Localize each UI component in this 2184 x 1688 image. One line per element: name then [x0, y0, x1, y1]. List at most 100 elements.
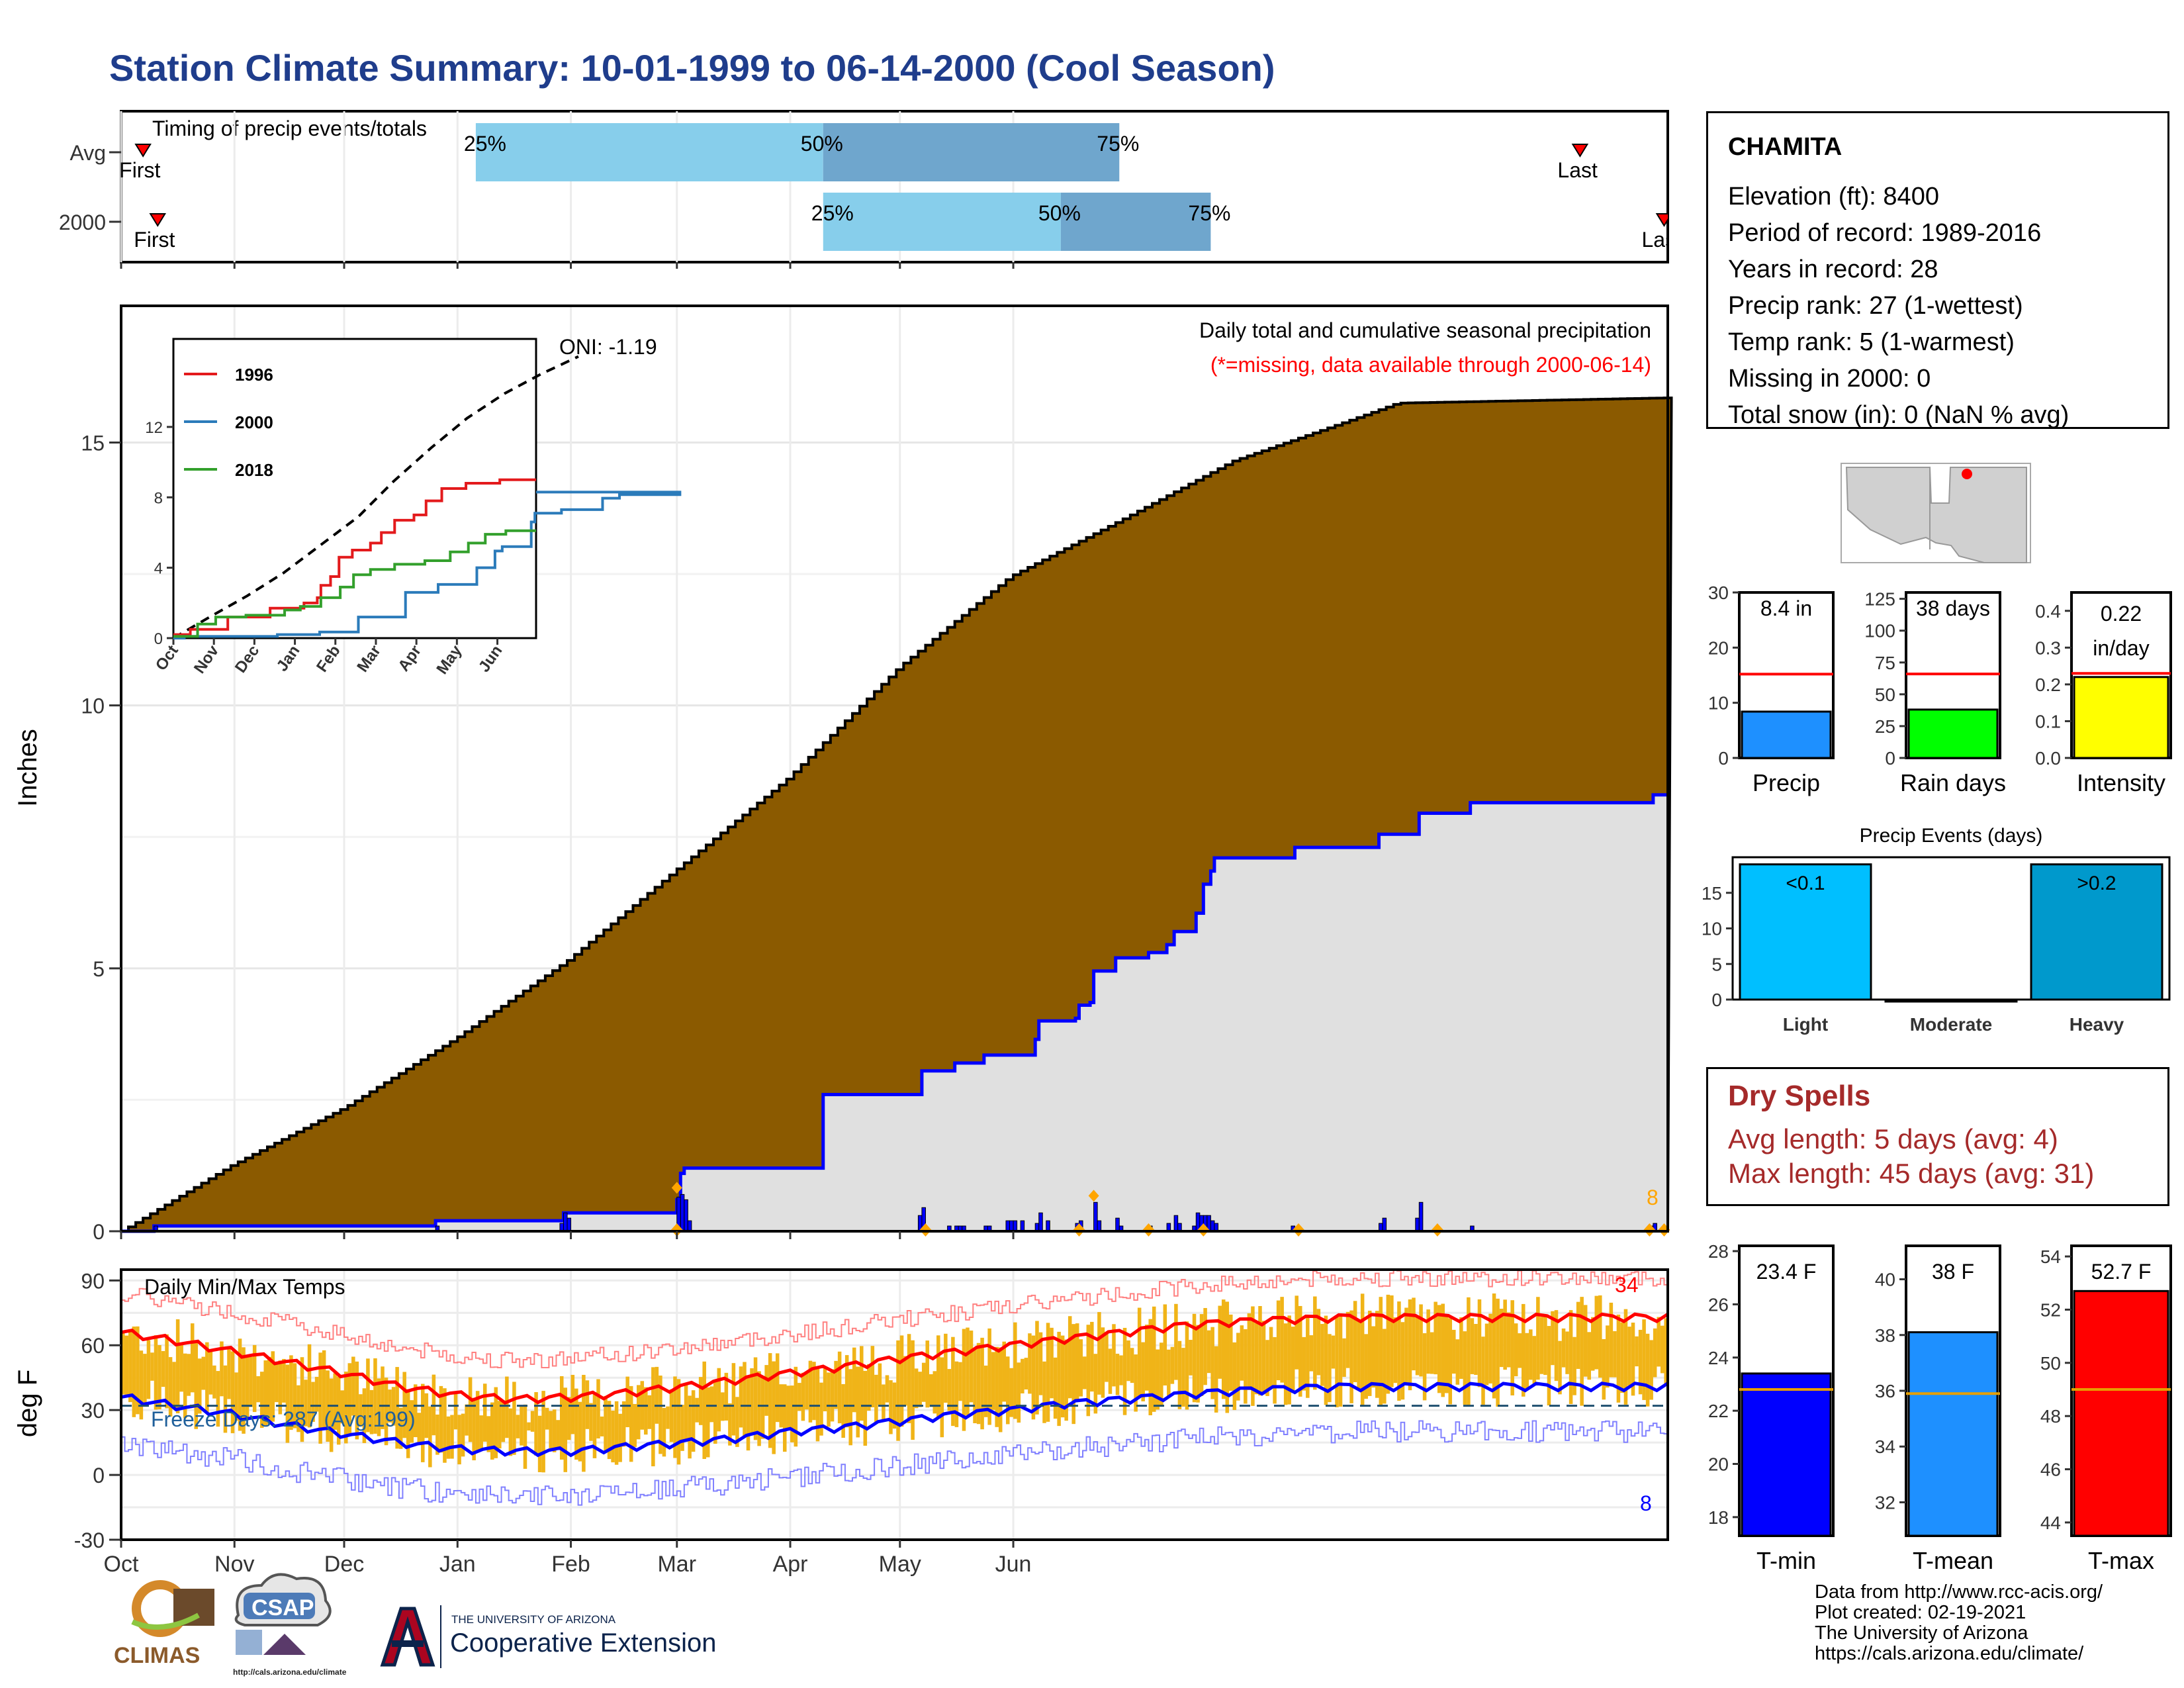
small-bar-y-tick-label: 0.0 [2035, 748, 2061, 769]
tmin-mean-line [120, 1382, 1669, 1458]
daily-temp-bar [527, 1422, 531, 1430]
temp-chart-label: Daily Min/Max Temps [144, 1275, 345, 1299]
small-bar-y-tick-label: 20 [1708, 637, 1729, 658]
daily-temp-bar [563, 1387, 568, 1472]
daily-temp-bar [369, 1389, 374, 1434]
precip-y-label: Inches [13, 729, 42, 807]
daily-temp-bar [179, 1344, 183, 1392]
daily-temp-bar [359, 1394, 363, 1427]
daily-temp-bar [651, 1367, 655, 1467]
daily-temp-bar [1638, 1329, 1643, 1395]
daily-temp-bar [870, 1346, 875, 1407]
daily-temp-bar [311, 1382, 315, 1422]
daily-temp-bar [198, 1358, 202, 1414]
daily-temp-bar [212, 1365, 216, 1399]
daily-temp-bar [1455, 1339, 1460, 1385]
daily-temp-bar [1518, 1333, 1522, 1368]
logos: CLIMAS CSAP http://cals.arizona.edu/clim… [114, 1573, 716, 1677]
small-bar-value-label: 0.22 [2101, 602, 2142, 626]
daily-temp-bar [1006, 1356, 1010, 1425]
daily-temp-bar [1316, 1309, 1321, 1376]
daily-temp-bar [227, 1348, 231, 1399]
daily-temp-bar [614, 1401, 619, 1465]
daily-temp-bar [234, 1372, 238, 1421]
daily-temp-bar [933, 1371, 937, 1414]
daily-temp-bar [245, 1354, 250, 1421]
daily-temp-bar [498, 1401, 502, 1449]
daily-temp-bar [472, 1397, 476, 1461]
daily-precip-bar [567, 1217, 572, 1232]
temp-bar-name: T-min [1756, 1547, 1816, 1574]
daily-temp-bar [753, 1357, 758, 1440]
daily-temp-bar [1426, 1309, 1430, 1374]
daily-temp-bar [486, 1416, 491, 1452]
precip-y-tick-label: 15 [81, 432, 105, 455]
daily-temp-bar [921, 1362, 926, 1402]
daily-temp-bar [1060, 1335, 1065, 1418]
daily-temp-bar [508, 1408, 513, 1456]
inset-y-tick-label: 8 [154, 489, 163, 507]
daily-temp-bar [998, 1347, 1003, 1432]
daily-precip-bar [1093, 1201, 1098, 1232]
daily-temp-bar [1148, 1319, 1152, 1416]
temp-x-tick-label: Jun [995, 1552, 1032, 1577]
daily-temp-bar [666, 1406, 670, 1429]
hot-days-count: 34 [1615, 1273, 1639, 1297]
daily-temp-bar [1525, 1333, 1529, 1389]
small-bar-y-tick-label: 10 [1708, 693, 1729, 714]
daily-temp-bar [1280, 1297, 1284, 1383]
daily-temp-bar [344, 1372, 348, 1444]
daily-temp-bar [907, 1334, 911, 1423]
daily-temp-bar [860, 1346, 864, 1421]
temp-x-tick-label: Feb [551, 1552, 590, 1577]
daily-temp-bar [1477, 1299, 1482, 1387]
daily-temp-bar [991, 1352, 995, 1410]
daily-temp-bar [1042, 1361, 1046, 1423]
daily-temp-bar [1017, 1362, 1021, 1423]
credit-plot-created: Plot created: 02-19-2021 [1815, 1602, 2026, 1623]
temp-bar-value-label: 23.4 F [1756, 1260, 1817, 1284]
daily-temp-bar [739, 1366, 743, 1428]
precip-chart-subtitle: (*=missing, data available through 2000-… [1210, 353, 1651, 377]
daily-temp-bar [190, 1323, 195, 1393]
daily-temp-bar [1623, 1309, 1628, 1405]
daily-temp-bar [607, 1401, 612, 1460]
daily-temp-bar [837, 1351, 842, 1424]
daily-temp-bar [1105, 1331, 1109, 1382]
small-bar-y-tick-label: 30 [1708, 583, 1729, 603]
daily-temp-bar [1196, 1325, 1200, 1403]
daily-temp-bar [1488, 1313, 1492, 1383]
temp-bar-y-tick-label: 54 [2040, 1246, 2061, 1267]
daily-temp-bar [600, 1416, 604, 1436]
inset-series-line [173, 529, 536, 638]
daily-temp-bar [1185, 1321, 1189, 1410]
daily-temp-bar [520, 1406, 523, 1446]
daily-temp-bar [1547, 1326, 1551, 1406]
daily-temp-bar [1474, 1324, 1478, 1376]
daily-temp-bar [1653, 1328, 1657, 1378]
daily-temp-bar [1024, 1358, 1028, 1390]
temp-x-tick-label: Apr [773, 1552, 808, 1577]
precip-event-marker [671, 1182, 682, 1194]
credit-university: The University of Arizona [1815, 1622, 2028, 1644]
daily-temp-bar [1412, 1297, 1416, 1371]
daily-temp-bar [1156, 1349, 1160, 1410]
daily-temp-bar [567, 1397, 571, 1440]
daily-temp-bar [1616, 1314, 1621, 1403]
daily-temp-bar [304, 1380, 308, 1427]
daily-temp-bar [1627, 1327, 1631, 1386]
temp-bar-y-tick-label: 50 [2040, 1353, 2061, 1374]
daily-temp-bar [501, 1401, 506, 1442]
daily-temp-bar [958, 1362, 962, 1401]
daily-temp-bar [490, 1402, 494, 1460]
daily-temp-bar [659, 1376, 662, 1454]
daily-temp-bar [384, 1378, 388, 1446]
daily-temp-bar [457, 1415, 461, 1465]
small-bar-y-tick-label: 125 [1864, 589, 1895, 610]
daily-temp-bar [201, 1356, 206, 1390]
daily-temp-bar [662, 1407, 666, 1457]
daily-temp-bar [450, 1415, 454, 1459]
daily-temp-bar [1360, 1293, 1365, 1407]
daily-temp-bar [621, 1401, 626, 1447]
info-elevation: Elevation (ft): 8400 [1728, 183, 1939, 211]
